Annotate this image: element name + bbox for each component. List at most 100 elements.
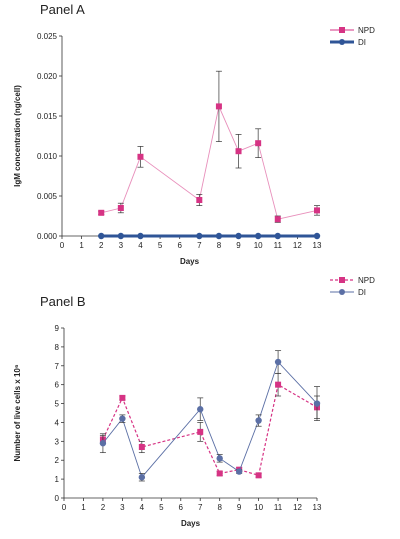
x-tick-label: 6 (177, 241, 182, 250)
x-tick-label: 9 (237, 503, 242, 512)
x-tick-label: 10 (254, 503, 263, 512)
data-point (197, 428, 204, 435)
data-point (313, 232, 321, 240)
x-tick-label: 3 (119, 241, 124, 250)
y-tick-label: 5 (55, 400, 60, 409)
data-point (196, 232, 203, 240)
data-point (274, 232, 281, 240)
data-point (254, 232, 262, 240)
x-tick-label: 0 (62, 503, 67, 512)
y-tick-label: 0.010 (37, 152, 58, 161)
data-point (119, 415, 126, 422)
data-point (235, 468, 243, 475)
series-line (101, 104, 318, 220)
data-point (313, 400, 321, 407)
y-tick-label: 0.020 (37, 72, 58, 81)
x-tick-label: 8 (217, 503, 222, 512)
data-point (138, 444, 145, 450)
y-tick-label: 9 (55, 324, 60, 333)
legend-marker (339, 39, 345, 45)
x-tick-label: 1 (79, 241, 84, 250)
x-axis-label: Days (181, 519, 201, 528)
legend-marker (339, 277, 345, 283)
x-tick-label: 13 (313, 503, 322, 512)
series-di: DI (98, 38, 366, 240)
data-point (138, 474, 146, 481)
x-tick-label: 11 (274, 503, 283, 512)
y-tick-label: 1 (55, 475, 60, 484)
y-tick-label: 8 (55, 343, 60, 352)
data-point (137, 153, 144, 160)
y-tick-label: 0.005 (37, 192, 58, 201)
x-tick-label: 7 (197, 241, 202, 250)
data-point (119, 394, 126, 401)
data-point (196, 197, 203, 203)
data-point (117, 232, 125, 240)
y-tick-label: 4 (55, 418, 60, 427)
y-tick-label: 7 (55, 362, 60, 371)
data-point (274, 216, 281, 223)
x-tick-label: 2 (101, 503, 106, 512)
x-tick-label: 0 (60, 241, 65, 250)
data-point (275, 381, 282, 388)
legend-marker (339, 27, 345, 33)
x-tick-label: 5 (159, 503, 164, 512)
data-point (137, 232, 144, 240)
x-tick-label: 12 (293, 241, 302, 250)
x-axis-label: Days (180, 257, 200, 266)
x-tick-label: 3 (120, 503, 125, 512)
y-tick-label: 0 (55, 494, 60, 503)
y-tick-label: 0.000 (37, 232, 58, 241)
data-point (215, 232, 223, 240)
data-point (216, 470, 223, 477)
data-point (235, 148, 242, 155)
y-tick-label: 0.025 (37, 32, 58, 41)
x-tick-label: 11 (274, 241, 283, 250)
x-tick-label: 10 (254, 241, 263, 250)
data-point (215, 103, 222, 110)
data-point (197, 406, 204, 413)
y-tick-label: 6 (55, 381, 60, 390)
data-point (235, 232, 242, 240)
x-tick-label: 1 (81, 503, 86, 512)
data-point (255, 417, 262, 424)
legend-label: NPD (358, 26, 375, 35)
series-di: DI (99, 288, 366, 482)
x-tick-label: 4 (140, 503, 145, 512)
x-tick-label: 4 (138, 241, 143, 250)
y-tick-label: 0.015 (37, 112, 58, 121)
data-point (117, 205, 124, 211)
data-point (216, 455, 223, 462)
legend-label: DI (358, 38, 366, 47)
y-tick-label: 3 (55, 437, 60, 446)
data-point (314, 207, 320, 214)
panel-title: Panel B (40, 294, 86, 309)
x-tick-label: 7 (198, 503, 203, 512)
x-tick-label: 6 (179, 503, 184, 512)
legend-label: NPD (358, 276, 375, 285)
y-axis-label: Number of live cells x 10⁶ (13, 364, 22, 461)
legend-marker (339, 289, 345, 295)
x-tick-label: 12 (293, 503, 302, 512)
series-npd: NPD (98, 26, 375, 223)
data-point (98, 209, 105, 216)
data-point (99, 440, 107, 447)
panel-title: Panel A (40, 2, 85, 17)
y-tick-label: 2 (55, 456, 60, 465)
data-point (98, 232, 105, 240)
x-tick-label: 2 (99, 241, 104, 250)
series-npd: NPD (99, 276, 375, 479)
x-tick-label: 13 (313, 241, 322, 250)
legend-label: DI (358, 288, 366, 297)
data-point (274, 358, 282, 366)
series-line (102, 361, 318, 479)
data-point (255, 140, 262, 147)
x-tick-label: 5 (158, 241, 163, 250)
data-point (255, 472, 262, 479)
x-tick-label: 8 (217, 241, 222, 250)
x-tick-label: 9 (236, 241, 241, 250)
series-line (102, 383, 318, 477)
